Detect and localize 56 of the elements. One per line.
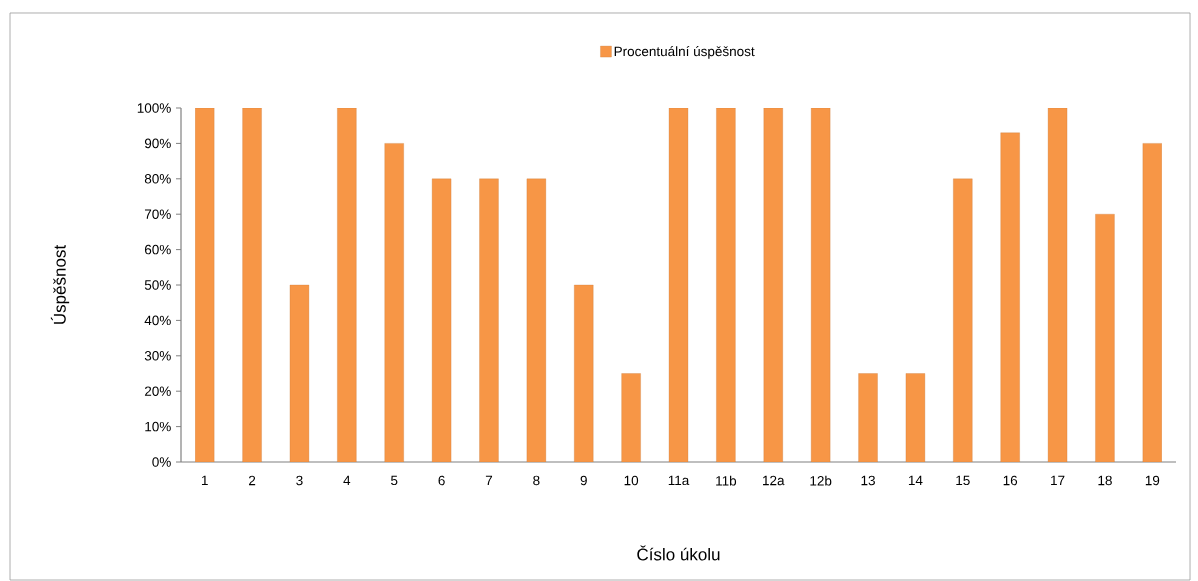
x-tick-label: 1	[201, 475, 208, 485]
x-tick-label: 4	[343, 475, 351, 485]
y-tick-label: 30%	[144, 351, 171, 361]
x-tick-label: 12b	[810, 475, 832, 486]
x-tick-label: 10	[624, 475, 639, 486]
legend-label: Procentuální úspěšnost	[614, 46, 755, 59]
x-tick-label: 6	[438, 475, 445, 486]
x-tick-label: 8	[533, 475, 540, 486]
bar	[953, 178, 973, 462]
bar	[574, 284, 594, 462]
x-tick-label: 11a	[668, 475, 690, 486]
y-tick-label: 20%	[144, 386, 171, 396]
x-axis-title: Číslo úkolu	[637, 545, 720, 561]
bar	[905, 373, 926, 462]
x-tick-label: 13	[861, 475, 875, 486]
y-tick-label: 40%	[144, 315, 171, 326]
y-tick-label: 10%	[145, 421, 171, 432]
x-tick-label: 18	[1098, 475, 1112, 486]
x-tick-label: 3	[296, 475, 303, 486]
bar	[668, 108, 689, 462]
y-tick-label: 70%	[144, 209, 171, 219]
y-tick-label: 60%	[144, 244, 171, 255]
x-tick-label: 9	[580, 475, 587, 486]
bar	[716, 108, 736, 462]
x-tick-label: 7	[485, 475, 493, 485]
bar	[1142, 143, 1162, 462]
x-tick-label: 19	[1145, 475, 1160, 486]
bar	[431, 178, 452, 462]
bar	[1000, 132, 1020, 462]
x-tick-label: 14	[908, 475, 923, 485]
bar	[384, 143, 404, 462]
y-tick-label: 50%	[144, 280, 171, 290]
bar	[763, 108, 783, 462]
x-tick-label: 11b	[716, 475, 737, 486]
bar	[621, 373, 641, 462]
bar	[195, 108, 215, 462]
y-tick-label: 80%	[144, 174, 171, 184]
bar	[526, 178, 546, 462]
bar	[337, 108, 357, 462]
bar	[289, 284, 310, 462]
y-tick-label: 0%	[152, 457, 171, 467]
bar	[811, 108, 831, 462]
x-tick-label: 17	[1051, 475, 1065, 485]
y-tick-label: 100%	[137, 103, 171, 113]
bar	[242, 108, 262, 462]
bar	[858, 373, 878, 462]
bar	[479, 178, 499, 462]
x-tick-label: 15	[956, 475, 970, 486]
x-tick-label: 5	[391, 475, 398, 486]
x-tick-label: 2	[248, 475, 256, 486]
bar	[1095, 214, 1115, 462]
bar	[1047, 108, 1068, 462]
x-tick-label: 16	[1003, 475, 1018, 486]
y-axis-title: Úspěšnost	[50, 244, 70, 324]
y-tick-label: 90%	[144, 138, 171, 149]
x-tick-label: 12a	[763, 475, 785, 486]
